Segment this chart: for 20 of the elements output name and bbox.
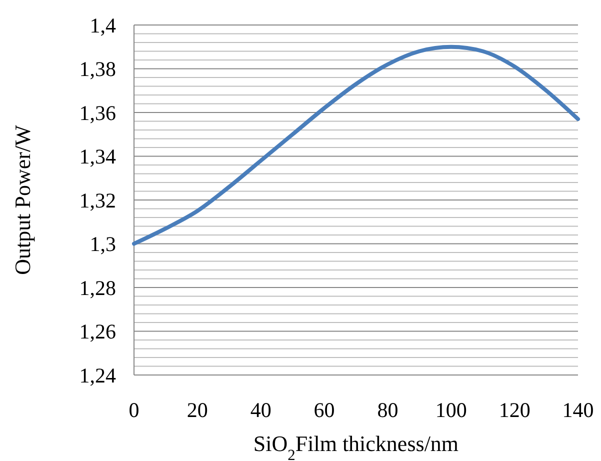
x-tick-label: 20 [186,398,208,422]
x-axis-title: SiO$_{2}$Film thickness/nm [253,431,459,461]
x-tick-label: 40 [250,398,272,422]
y-tick-label: 1,32 [79,188,116,212]
y-tick-label: 1,34 [79,144,116,169]
y-tick-label: 1,36 [79,100,116,125]
x-tick-label: 80 [377,398,398,422]
y-tick-label: 1,38 [79,57,116,82]
y-tick-label: 1,4 [90,13,116,38]
y-tick-label: 1,28 [79,276,116,300]
line-series [132,44,580,246]
x-tick-label: 0 [128,398,140,422]
x-tick-label: 100 [435,398,467,422]
x-tick-label: 60 [314,398,335,422]
y-tick-label: 1,24 [79,363,116,388]
y-axis-title: Output Power/W [10,124,35,275]
x-tick-label: 120 [498,398,530,422]
x-tick-label: 140 [562,398,594,422]
y-tick-label: 1,3 [90,232,116,256]
y-tick-label: 1,26 [79,320,116,344]
